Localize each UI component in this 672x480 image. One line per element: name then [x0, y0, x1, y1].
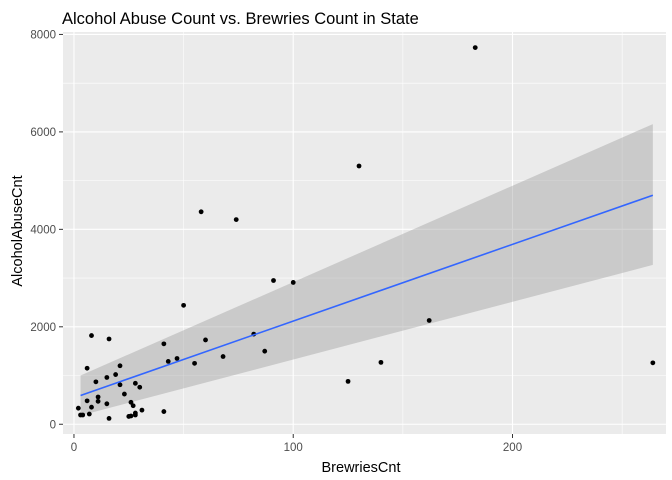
data-point [84, 365, 90, 371]
data-point [139, 407, 145, 413]
data-point [106, 336, 112, 342]
data-point [95, 398, 101, 404]
x-tick-label: 0 [71, 442, 77, 454]
data-point [174, 356, 180, 361]
data-point [262, 348, 268, 354]
data-point [89, 404, 94, 410]
y-tick-label: 0 [50, 419, 56, 431]
data-point [86, 411, 92, 417]
data-point [93, 379, 99, 385]
data-point [181, 302, 187, 308]
data-point [80, 412, 86, 418]
data-point [117, 363, 123, 369]
data-point [203, 337, 208, 343]
x-tick-label: 200 [503, 442, 522, 454]
data-point [132, 410, 138, 416]
x-axis: 0 100 200 [71, 434, 522, 454]
data-point [113, 372, 119, 377]
data-point [356, 163, 362, 169]
data-point [271, 278, 276, 283]
y-tick-label: 2000 [30, 322, 56, 334]
data-point [161, 409, 167, 414]
data-point [220, 354, 226, 359]
data-point [95, 394, 101, 400]
y-axis-title: AlcoholAbuseCnt [10, 175, 26, 286]
data-point [117, 382, 123, 388]
data-point [104, 401, 110, 407]
data-point [104, 375, 110, 380]
confidence-band-layer [80, 124, 653, 416]
data-point [75, 405, 81, 411]
major-gridlines [63, 32, 666, 434]
data-point [192, 360, 197, 366]
data-point [132, 380, 138, 386]
y-axis: 0 2000 4000 6000 8000 [30, 29, 63, 431]
data-point [426, 318, 432, 323]
confidence-band [80, 124, 653, 416]
data-point [233, 217, 239, 223]
data-point [161, 341, 167, 347]
data-point [378, 359, 384, 365]
x-axis-title: BrewriesCnt [322, 460, 401, 476]
x-tick-label: 100 [284, 442, 303, 454]
regression-line [80, 194, 654, 397]
y-tick-label: 6000 [30, 127, 56, 139]
data-point [198, 209, 204, 215]
y-tick-label: 8000 [30, 29, 56, 41]
data-point [128, 399, 134, 405]
chart-title: Alcohol Abuse Count vs. Brewries Count i… [62, 10, 419, 28]
regression-line-layer [80, 194, 654, 397]
data-point [137, 384, 143, 390]
data-point [130, 403, 136, 409]
data-point [345, 378, 351, 384]
data-point [650, 360, 656, 366]
y-tick-label: 4000 [30, 224, 56, 236]
data-point [126, 414, 132, 419]
data-point [290, 280, 296, 285]
data-point [121, 391, 127, 397]
data-point [84, 398, 90, 404]
data-point [165, 358, 171, 364]
data-point [89, 333, 94, 338]
data-point [472, 45, 478, 50]
data-point [106, 416, 112, 421]
minor-gridlines [63, 32, 666, 434]
